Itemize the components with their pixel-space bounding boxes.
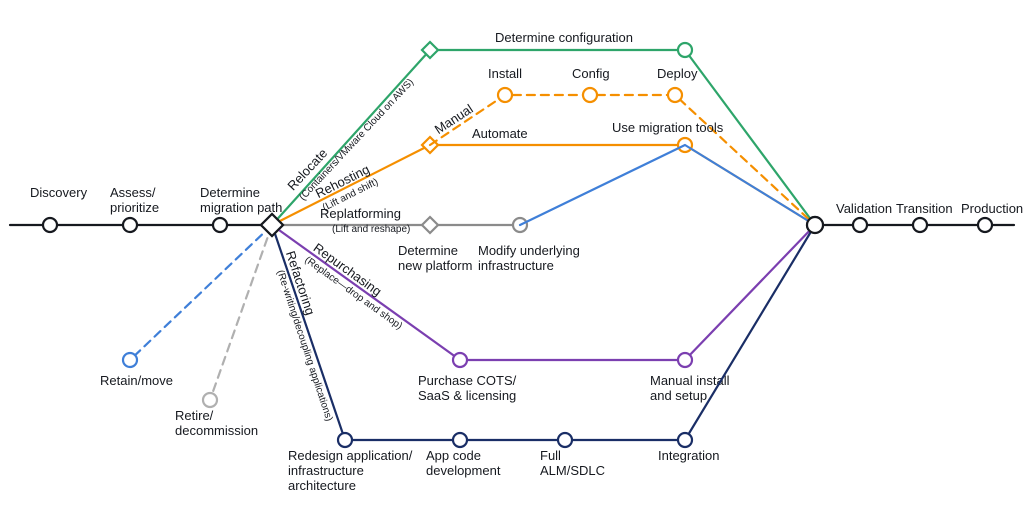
- svg-text:Production: Production: [961, 201, 1023, 216]
- svg-text:Redesign application/infrastru: Redesign application/infrastructurearchi…: [288, 448, 413, 493]
- svg-text:Retain/move: Retain/move: [100, 373, 173, 388]
- svg-text:Discovery: Discovery: [30, 185, 88, 200]
- svg-text:Install: Install: [488, 66, 522, 81]
- svg-text:(Lift and reshape): (Lift and reshape): [332, 224, 410, 235]
- svg-text:Deploy: Deploy: [657, 66, 698, 81]
- svg-text:Assess/prioritize: Assess/prioritize: [110, 185, 159, 215]
- svg-text:Determine configuration: Determine configuration: [495, 30, 633, 45]
- svg-text:FullALM/SDLC: FullALM/SDLC: [540, 448, 605, 478]
- svg-text:(Containers/VMware Cloud on AW: (Containers/VMware Cloud on AWS): [297, 77, 416, 203]
- svg-text:Replatforming: Replatforming: [320, 206, 401, 221]
- svg-text:Validation: Validation: [836, 201, 892, 216]
- svg-text:Integration: Integration: [658, 448, 719, 463]
- svg-text:Transition: Transition: [896, 201, 953, 216]
- svg-text:Config: Config: [572, 66, 610, 81]
- svg-text:Modify underlyinginfrastructur: Modify underlyinginfrastructure: [478, 243, 580, 273]
- svg-text:Automate: Automate: [472, 126, 528, 141]
- svg-text:Retire/decommission: Retire/decommission: [175, 408, 258, 438]
- svg-text:Use migration tools: Use migration tools: [612, 120, 724, 135]
- svg-text:Determinemigration path: Determinemigration path: [200, 185, 282, 215]
- svg-text:App codedevelopment: App codedevelopment: [426, 448, 501, 478]
- svg-text:Purchase COTS/SaaS & licensing: Purchase COTS/SaaS & licensing: [418, 373, 517, 403]
- svg-text:Determinenew platform: Determinenew platform: [398, 243, 472, 273]
- migration-paths-diagram: Discovery Assess/prioritize Determinemigra…: [0, 0, 1024, 516]
